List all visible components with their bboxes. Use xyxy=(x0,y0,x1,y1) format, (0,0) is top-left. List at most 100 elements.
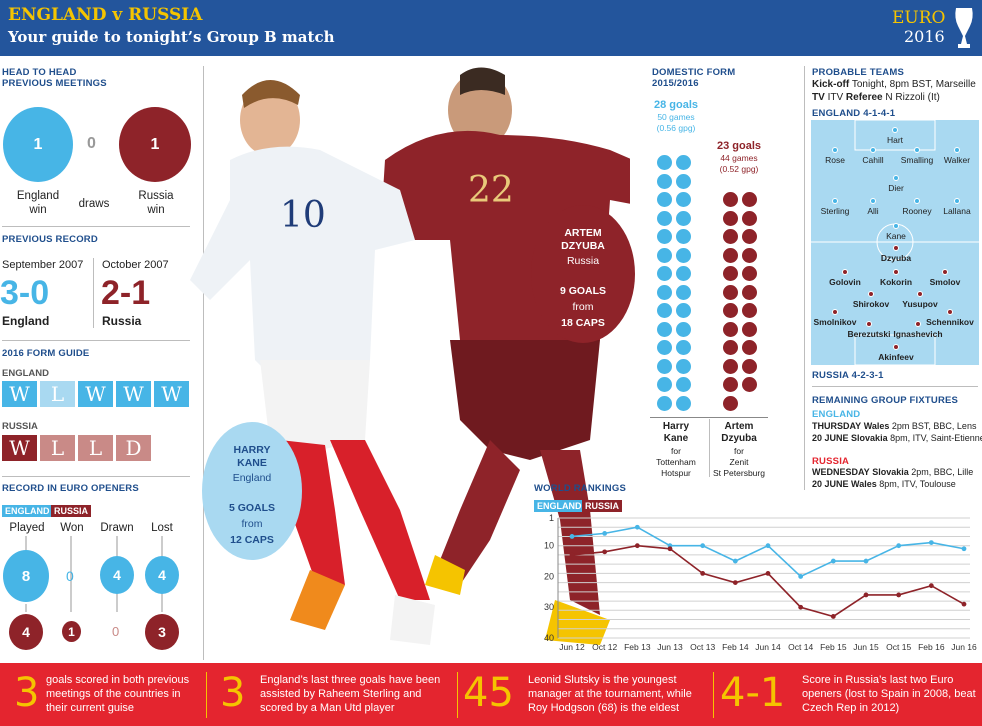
y-tick-label: 30 xyxy=(544,602,554,612)
kane-domestic-name-2: Kane xyxy=(663,433,689,444)
x-tick-label: Oct 14 xyxy=(788,642,813,652)
data-point-england xyxy=(863,558,869,564)
kane-domestic-club-1: Tottenham xyxy=(656,457,696,467)
player-name: Alli xyxy=(867,206,879,216)
dzyuba-goal-dot xyxy=(723,377,738,392)
x-tick-label: Jun 15 xyxy=(853,642,879,652)
kane-stats-bubble xyxy=(202,422,302,560)
player-name: Akinfeev xyxy=(878,352,914,362)
dzyuba-domestic-club-2: St Petersburg xyxy=(713,468,765,478)
player-marker-icon xyxy=(868,291,874,297)
player-marker-icon xyxy=(893,223,899,229)
divider xyxy=(93,258,94,328)
data-point-russia xyxy=(667,546,673,552)
data-point-russia xyxy=(569,552,575,558)
player-marker-icon xyxy=(866,321,872,327)
h2h-title-2: PREVIOUS MEETINGS xyxy=(2,78,107,89)
dzyuba-name-1: ARTEM xyxy=(564,227,602,239)
opener-header-played: Played xyxy=(9,522,45,534)
form-england-label: ENGLAND xyxy=(2,368,49,379)
legend-russia: RUSSIA xyxy=(582,500,623,512)
dzyuba-domestic-goals: 23 goals xyxy=(716,140,762,152)
record-date-left: September 2007 xyxy=(2,259,84,271)
russia-wins-circle: 1 xyxy=(119,107,191,182)
opener-russia-drawn: 0 xyxy=(112,624,120,639)
kickoff-label: Kick-off xyxy=(812,79,850,90)
divider xyxy=(203,66,204,660)
dzyuba-domestic-games: 44 games xyxy=(720,153,758,163)
x-tick-label: Feb 13 xyxy=(624,642,651,652)
kane-goal-dot xyxy=(657,377,672,392)
kane-name-1: HARRY xyxy=(233,444,271,456)
h2h-title-1: HEAD TO HEAD xyxy=(2,67,77,78)
record-score-left: 3-0 xyxy=(0,274,50,312)
fixture-details: 8pm, ITV, Toulouse xyxy=(879,479,956,489)
england-wins-circle: 1 xyxy=(3,107,73,182)
opener-england-drawn: 4 xyxy=(100,556,134,594)
kane-goal-dot xyxy=(657,395,672,411)
kane-goal-dot xyxy=(676,210,691,226)
kane-goal-dot xyxy=(676,284,691,300)
player-marker-icon xyxy=(892,127,898,133)
dzyuba-from: from xyxy=(572,301,594,313)
player-marker-icon xyxy=(942,269,948,275)
logo-text-year: 2016 xyxy=(904,27,945,46)
kane-name-2: KANE xyxy=(237,457,267,469)
x-tick-label: Jun 16 xyxy=(951,642,977,652)
legend-england: ENGLAND xyxy=(534,500,585,512)
fixture-team: Wales xyxy=(863,421,890,431)
dzyuba-domestic-name-2: Dzyuba xyxy=(721,433,757,444)
dzyuba-team: Russia xyxy=(566,255,600,267)
dzyuba-figure xyxy=(380,67,630,645)
dzyuba-goal-dot xyxy=(723,321,738,337)
fixtures-title: REMAINING GROUP FIXTURES xyxy=(812,395,959,406)
euro-2016-logo: EURO 2016 xyxy=(890,6,976,50)
dzyuba-stats-bubble xyxy=(531,205,635,343)
y-tick-label: 40 xyxy=(544,633,554,643)
data-point-russia xyxy=(602,549,608,555)
kane-goal-dot xyxy=(676,247,691,263)
kane-goal-dot xyxy=(676,358,691,374)
player-marker-icon xyxy=(842,269,848,275)
player-name: Golovin xyxy=(829,277,861,287)
data-point-england xyxy=(602,530,608,536)
kane-domestic-for: for xyxy=(671,446,681,456)
dzyuba-goal-dot xyxy=(723,192,738,207)
dzyuba-goal-dot xyxy=(742,358,757,374)
opener-header-drawn: Drawn xyxy=(100,522,134,534)
data-point-england xyxy=(961,546,967,552)
data-point-russia xyxy=(732,580,738,586)
kane-goal-dot xyxy=(657,155,672,170)
series-line-russia xyxy=(571,544,965,618)
player-name: Kane xyxy=(886,231,906,241)
player-name: Dzyuba xyxy=(880,253,912,263)
dzyuba-goal-dot xyxy=(742,247,757,263)
player-name: Smalling xyxy=(900,155,934,165)
player-name: Rose xyxy=(825,155,845,165)
kane-from: from xyxy=(241,518,263,530)
divider xyxy=(713,672,714,718)
divider xyxy=(650,417,768,418)
data-point-russia xyxy=(700,570,706,576)
form-russia-result: L xyxy=(40,435,75,461)
dzyuba-goal-dot xyxy=(742,377,757,392)
kane-goal-dot xyxy=(657,229,672,244)
player-name: Smolnikov xyxy=(813,317,857,327)
fact-number: 45 xyxy=(463,670,514,716)
data-point-russia xyxy=(863,592,869,598)
x-tick-label: Feb 16 xyxy=(918,642,945,652)
opener-england-won: 0 xyxy=(66,568,74,584)
divider xyxy=(2,226,190,227)
fact-number: 4-1 xyxy=(720,670,786,716)
player-name: Sterling xyxy=(820,206,850,216)
player-marker-icon xyxy=(832,309,838,315)
kickoff-line: Kick-off Tonight, 8pm BST, Marseille xyxy=(812,79,976,90)
kane-goal-dot xyxy=(657,340,672,355)
y-tick-label: 10 xyxy=(544,541,554,551)
divider xyxy=(2,340,190,341)
dzyuba-goal-dot xyxy=(723,303,738,318)
player-marker-icon xyxy=(893,344,899,350)
form-england-result: W xyxy=(2,381,37,407)
data-point-england xyxy=(928,540,934,546)
tag-england: ENGLAND xyxy=(2,505,53,517)
